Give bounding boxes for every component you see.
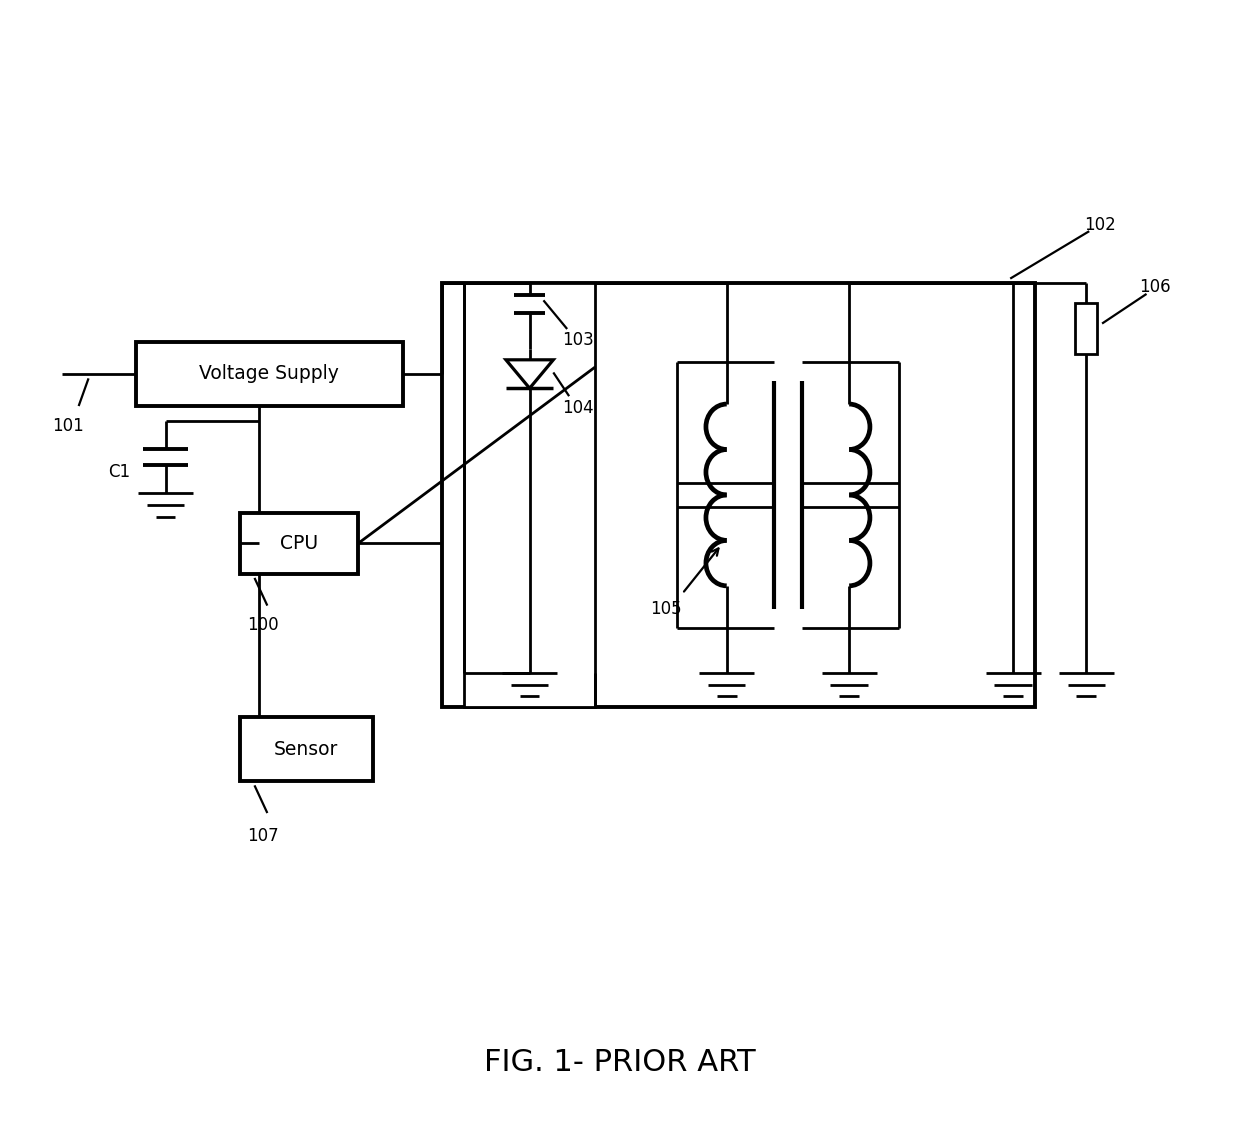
Text: 103: 103 [562, 331, 594, 349]
Bar [239, 513, 358, 574]
Bar [1075, 303, 1097, 355]
Bar [443, 283, 1035, 707]
Text: 102: 102 [1084, 216, 1116, 235]
Text: 100: 100 [248, 617, 279, 634]
Text: Voltage Supply: Voltage Supply [200, 365, 340, 383]
Bar [464, 283, 595, 707]
Text: 106: 106 [1138, 278, 1171, 296]
Text: Sensor: Sensor [274, 740, 339, 758]
Bar [239, 717, 373, 781]
Bar [136, 342, 403, 406]
Text: 107: 107 [248, 827, 279, 844]
Text: 104: 104 [562, 399, 594, 418]
Text: C1: C1 [108, 463, 130, 482]
Text: FIG. 1- PRIOR ART: FIG. 1- PRIOR ART [484, 1048, 756, 1078]
Text: 105: 105 [650, 599, 681, 618]
Text: CPU: CPU [280, 534, 317, 553]
Text: 101: 101 [52, 416, 84, 435]
